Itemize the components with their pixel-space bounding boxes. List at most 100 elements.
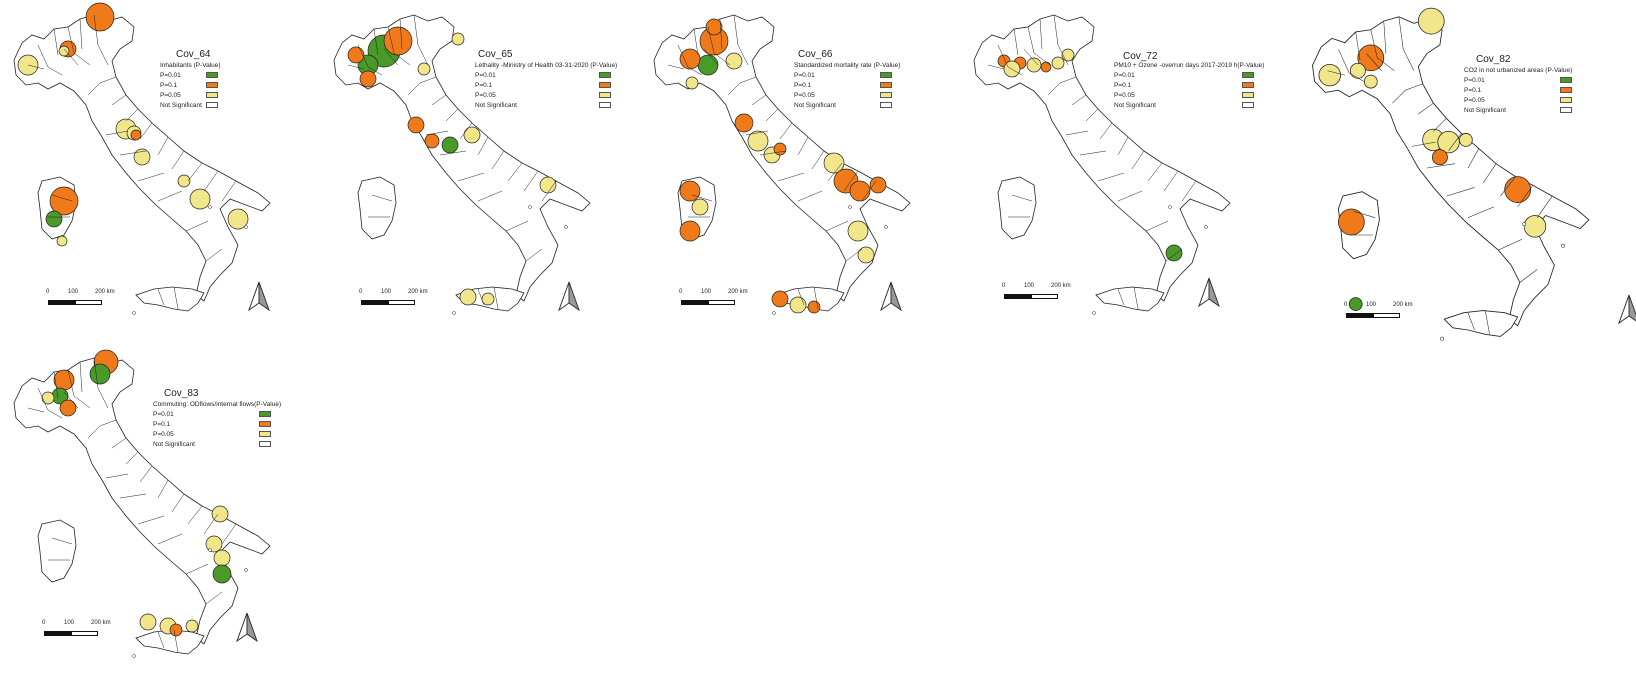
map-title: Cov_82 [1476,54,1511,65]
region-p01 [383,26,413,56]
province-border [51,537,73,545]
region-p001 [1165,244,1183,262]
region-p005 [847,220,869,242]
province-border [1147,162,1163,182]
province-border [459,122,473,140]
scale-segment-white [71,631,98,636]
province-border [1353,210,1376,218]
legend-label-p01: P=0.1 [153,421,171,428]
scale-segment-black [361,300,388,305]
legend-swatch-ns [599,102,611,108]
legend-title: CO2 in not urbanized areas (P-Value) [1464,67,1573,74]
map-panel-cov66: Cov_66 Standardized mortality rate (P-Va… [648,5,958,315]
legend-label-p005: P=0.05 [1464,97,1485,104]
province-border [703,48,719,66]
legend-swatch-p005 [599,92,611,98]
province-border [1370,29,1395,72]
province-border [1327,70,1345,76]
legend-label-ns: Not Significant [794,102,836,109]
scale-tick-200: 200 km [728,289,748,295]
region-p01 [734,113,754,133]
province-border [387,26,411,66]
legend-title: Commuting: ODflows/internal flows(P-Valu… [153,401,282,408]
province-border [811,150,825,170]
legend-label-p005: P=0.05 [1114,92,1135,99]
province-border [1097,172,1125,182]
scale-tick-0: 0 [679,289,683,295]
province-border [861,180,877,202]
legend-label-p005: P=0.05 [794,92,815,99]
scale-bar: 0 100 200 km [359,289,441,309]
region-p005 [459,288,477,306]
province-border [371,194,393,202]
province-border [1013,28,1019,56]
province-border [185,563,209,575]
sardinia-outline [997,176,1037,240]
scale-segment-black [48,300,75,305]
scale-bar: 0 100 200 km [679,289,761,309]
province-border [1448,133,1462,151]
region-p005 [1417,7,1445,35]
region-p01 [705,18,723,36]
region-p005 [691,198,709,216]
province-border [221,180,237,202]
italy-map [13,2,271,315]
province-border [407,76,437,96]
region-p005 [857,246,875,264]
region-p005 [213,549,231,567]
province-border [1482,163,1497,184]
legend-swatch-ns [1560,107,1572,113]
legend-swatch-p01 [206,82,218,88]
province-border [745,130,769,136]
legend-label-ns: Not Significant [160,102,202,109]
region-p005 [725,52,743,70]
province-border [1418,102,1434,115]
province-border [1163,170,1179,192]
legend-title: Standardized mortality rate (P-Value) [794,62,901,69]
legend-label-p001: P=0.01 [794,72,815,79]
region-p001 [89,363,111,385]
province-border [727,76,757,96]
region-p01 [359,70,377,88]
legend-label-p001: P=0.01 [160,72,181,79]
scale-segment-white [75,300,102,305]
small-island [1440,336,1444,341]
province-border [93,14,109,66]
italy-map [13,349,271,658]
province-border [157,288,165,306]
province-border [445,108,459,122]
region-p005 [1051,56,1065,70]
province-border [719,18,723,50]
north-arrow-icon [880,281,902,311]
province-border [187,162,203,182]
scale-tick-100: 100 [68,289,79,295]
region-p005 [539,176,557,194]
scale-tick-0: 0 [1344,302,1348,308]
province-border [1085,108,1099,122]
province-border [27,407,45,413]
province-border [733,14,749,66]
scale-tick-200: 200 km [91,620,111,626]
province-border [477,190,503,202]
province-border [1117,288,1125,306]
region-p01 [869,176,887,194]
province-border [1467,312,1475,331]
province-border [691,194,713,202]
sardinia-outline [357,176,397,240]
region-p005 [133,148,151,166]
province-border [399,18,403,50]
province-border [523,170,539,192]
province-border [157,533,183,545]
legend-label-p01: P=0.1 [794,82,812,89]
map-geometry [13,2,271,315]
legend-title: Inhabitants (P-Value) [160,62,221,69]
province-border [845,248,863,262]
scale-bar: 0 100 200 km [42,620,124,640]
map-panel-cov64: Cov_64 Inhabitants (P-Value) P=0.01 P=0.… [8,2,318,315]
province-border [1500,176,1516,197]
legend-label-ns: Not Significant [475,102,517,109]
small-island [564,225,568,229]
mainland-outline [13,357,271,645]
map-title: Cov_72 [1123,51,1158,62]
province-border [677,44,703,76]
